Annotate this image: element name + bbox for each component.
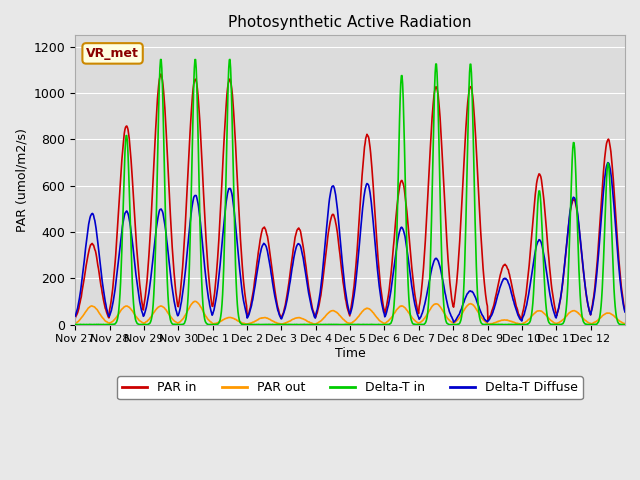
- PAR in: [484, 318, 492, 324]
- Delta-T Diffuse: [196, 220, 204, 226]
- Delta-T in: [71, 322, 79, 327]
- PAR in: [197, 142, 205, 148]
- Line: Delta-T in: Delta-T in: [75, 60, 625, 324]
- PAR out: [275, 321, 282, 326]
- Delta-T Diffuse: [438, 276, 446, 282]
- PAR in: [178, 271, 186, 276]
- Legend: PAR in, PAR out, Delta-T in, Delta-T Diffuse: PAR in, PAR out, Delta-T in, Delta-T Dif…: [117, 376, 583, 399]
- Delta-T in: [226, 57, 234, 62]
- Delta-T in: [145, 321, 153, 327]
- Line: PAR in: PAR in: [75, 74, 625, 321]
- Delta-T in: [621, 322, 629, 327]
- PAR out: [558, 318, 566, 324]
- PAR in: [439, 170, 447, 176]
- PAR in: [558, 288, 566, 293]
- Delta-T in: [197, 262, 205, 268]
- Delta-T Diffuse: [145, 294, 152, 300]
- PAR out: [197, 304, 205, 310]
- Delta-T in: [72, 322, 80, 327]
- Title: Photosynthetic Active Radiation: Photosynthetic Active Radiation: [228, 15, 472, 30]
- Delta-T Diffuse: [274, 308, 282, 313]
- Delta-T in: [440, 302, 447, 308]
- Delta-T Diffuse: [604, 160, 612, 166]
- Line: PAR out: PAR out: [75, 301, 625, 324]
- Delta-T Diffuse: [450, 319, 458, 325]
- PAR out: [621, 321, 629, 326]
- Delta-T in: [275, 322, 283, 327]
- Delta-T Diffuse: [557, 291, 565, 297]
- PAR out: [145, 317, 152, 323]
- Line: Delta-T Diffuse: Delta-T Diffuse: [75, 163, 625, 322]
- PAR out: [439, 308, 447, 314]
- PAR in: [157, 72, 164, 77]
- PAR out: [516, 322, 524, 327]
- PAR out: [71, 320, 79, 326]
- Delta-T Diffuse: [621, 309, 629, 315]
- PAR in: [275, 307, 282, 312]
- Y-axis label: PAR (umol/m2/s): PAR (umol/m2/s): [15, 128, 28, 232]
- PAR in: [71, 316, 79, 322]
- PAR out: [177, 318, 185, 324]
- Delta-T in: [178, 322, 186, 327]
- Delta-T in: [558, 321, 566, 327]
- PAR out: [191, 299, 199, 304]
- Text: VR_met: VR_met: [86, 47, 139, 60]
- PAR in: [621, 308, 629, 314]
- PAR in: [145, 262, 152, 268]
- X-axis label: Time: Time: [335, 347, 365, 360]
- Delta-T Diffuse: [177, 299, 185, 305]
- Delta-T Diffuse: [71, 313, 79, 319]
